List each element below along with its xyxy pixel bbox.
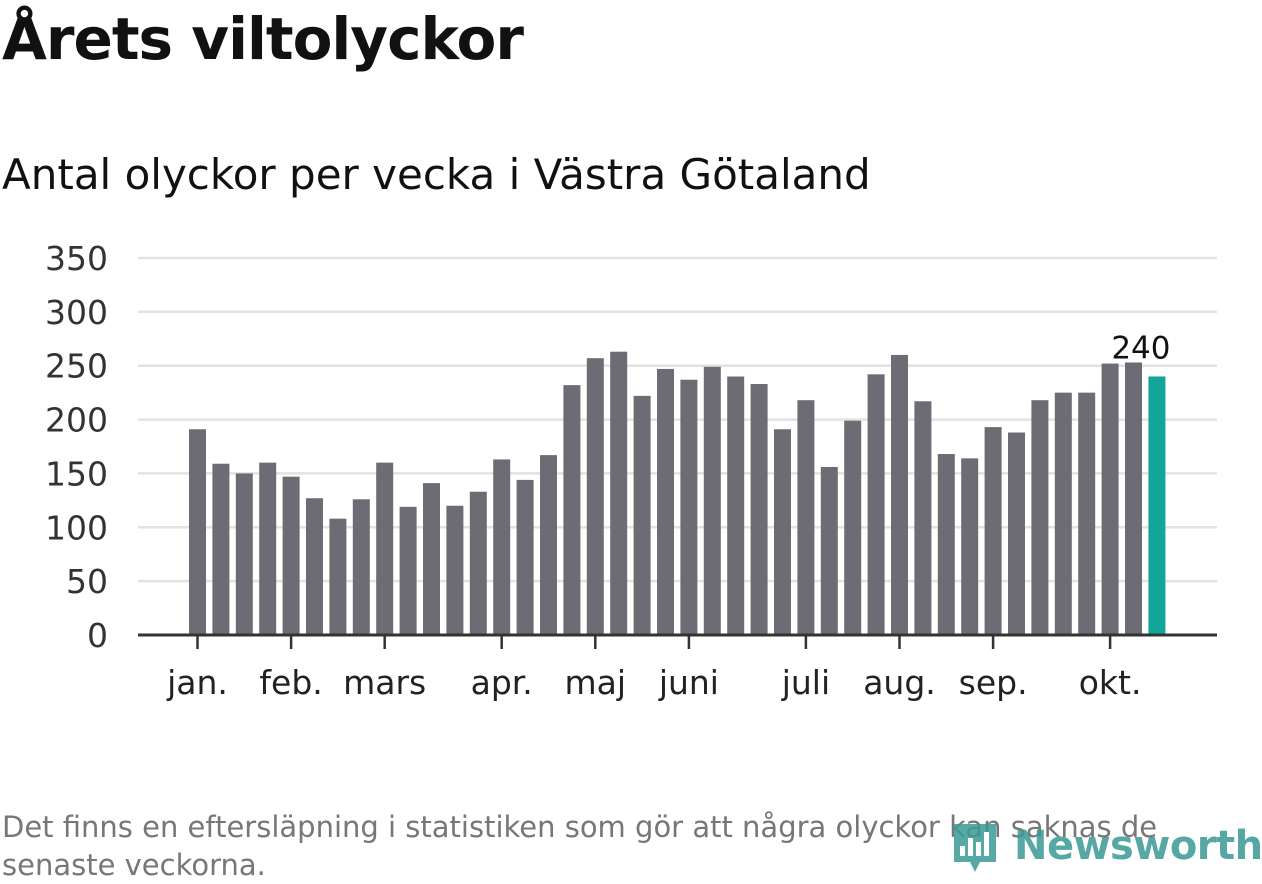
newsworthy-logo: Newsworthy: [950, 818, 1262, 874]
bar: [235, 473, 253, 635]
x-tick-label: okt.: [1079, 663, 1142, 702]
y-tick-label: 200: [45, 401, 108, 440]
bar-chart: 0 50 100 150 200 250 300 350 jan. feb. mars apr. ma…: [45, 239, 1217, 702]
y-tick-label: 50: [66, 562, 108, 601]
bar: [1031, 400, 1049, 635]
y-axis-labels: 0 50 100 150 200 250 300 350: [45, 239, 108, 655]
y-tick-label: 300: [45, 293, 108, 332]
x-tick-label: jan.: [166, 663, 228, 702]
x-tick-label: aug.: [863, 663, 936, 702]
bar: [493, 459, 511, 635]
bar: [1078, 392, 1096, 635]
bar: [212, 463, 230, 635]
bar: [586, 358, 604, 635]
bar: [352, 499, 370, 635]
bars: [189, 351, 1166, 635]
bar: [984, 427, 1002, 635]
newsworthy-logo-text: Newsworthy: [1014, 823, 1262, 869]
y-tick-label: 150: [45, 454, 108, 493]
bar: [540, 455, 557, 635]
x-tick-label: apr.: [471, 663, 533, 702]
bar: [867, 374, 885, 635]
bar: [961, 458, 979, 635]
bar: [750, 384, 768, 635]
chart-subtitle: Antal olyckor per vecka i Västra Götalan…: [2, 150, 871, 199]
bar: [516, 479, 534, 635]
y-tick-label: 100: [45, 508, 108, 547]
bar: [937, 454, 955, 635]
bar: [657, 368, 674, 635]
bar: [610, 351, 628, 635]
x-tick-label: sep.: [959, 663, 1028, 702]
chart-title: Årets viltolyckor: [2, 5, 524, 73]
data-label: 240: [1111, 330, 1170, 366]
bar: [446, 505, 464, 635]
bar: [329, 518, 347, 635]
x-tick-label: juni: [658, 663, 719, 702]
bar: [914, 401, 932, 635]
newsworthy-logo-icon: [954, 824, 996, 872]
bar: [680, 379, 698, 635]
bar: [703, 366, 721, 635]
x-tick-label: feb.: [259, 663, 322, 702]
bar: [1125, 362, 1142, 635]
bar: [633, 395, 651, 635]
bar-highlight: [1148, 376, 1166, 635]
y-tick-label: 250: [45, 347, 108, 386]
bar: [282, 476, 300, 635]
bar: [797, 400, 815, 635]
bar: [891, 354, 908, 635]
data-labels: 240: [1111, 330, 1170, 366]
x-tick-label: maj: [565, 663, 627, 702]
bar: [376, 462, 394, 635]
bar: [563, 385, 581, 635]
bar: [844, 420, 862, 635]
bar: [1054, 392, 1072, 635]
x-tick-label: mars: [343, 663, 426, 702]
bar: [259, 462, 277, 635]
bar: [189, 429, 206, 635]
bar: [774, 429, 791, 635]
y-tick-label: 0: [87, 616, 108, 655]
bar: [820, 466, 838, 635]
bar: [727, 376, 745, 635]
bar: [423, 483, 440, 635]
bar: [1101, 363, 1119, 635]
y-tick-label: 350: [45, 239, 108, 278]
bar: [306, 498, 323, 635]
x-tick-label: juli: [781, 663, 830, 702]
bar: [1008, 432, 1025, 635]
bar: [469, 491, 487, 635]
x-axis: jan. feb. mars apr. maj juni juli aug. sep. okt.: [138, 633, 1217, 702]
bar: [399, 506, 417, 635]
